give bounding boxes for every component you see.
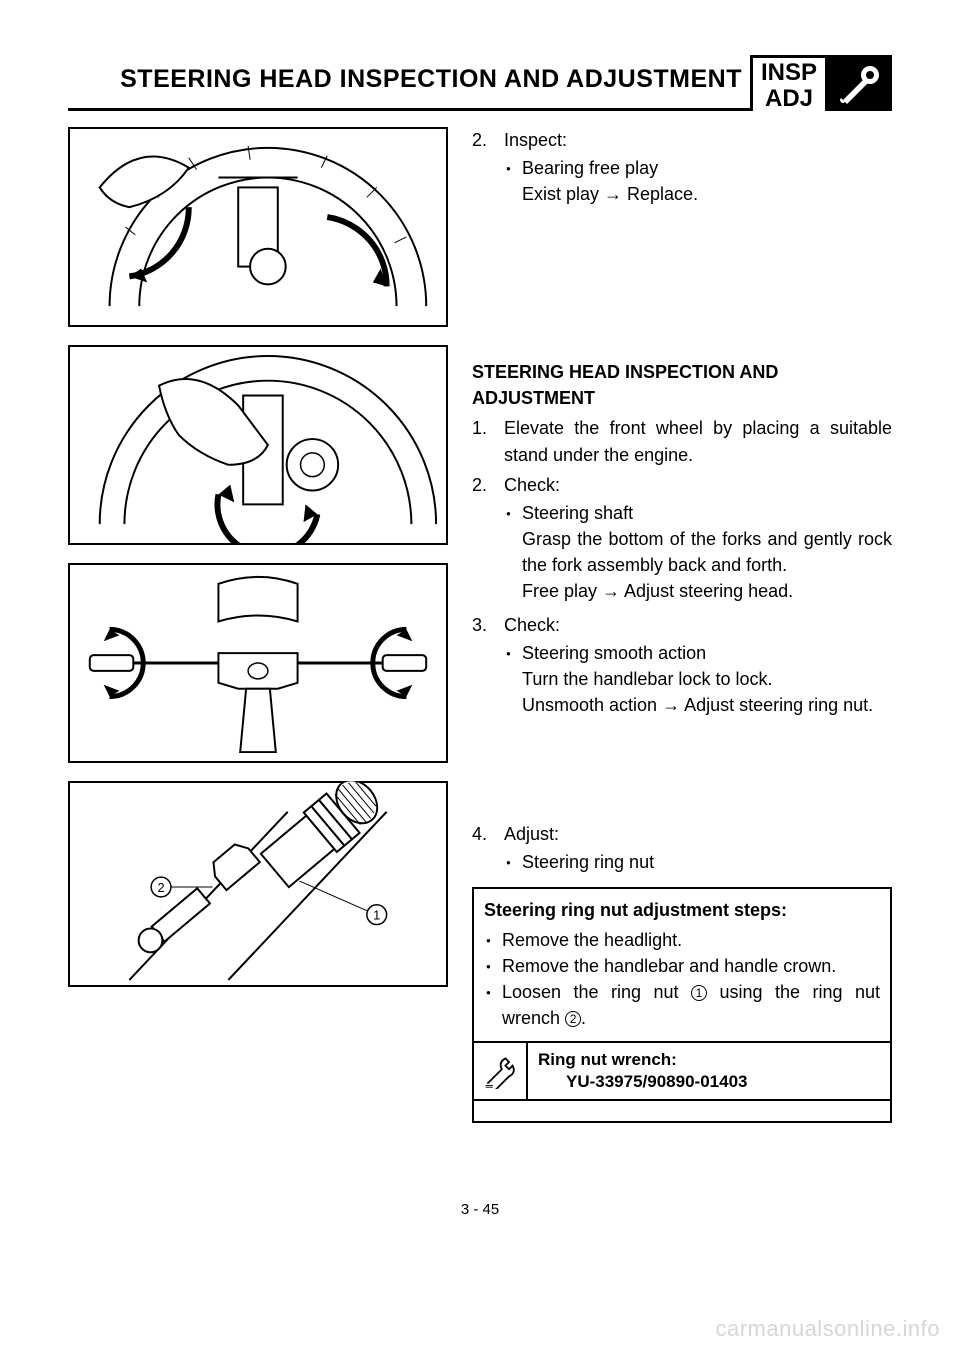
bullet-text: Steering ring nut <box>522 852 654 872</box>
tool-icon <box>828 55 892 111</box>
bullet-sub: Grasp the bottom of the forks and gently… <box>522 526 892 578</box>
box-bottom-spacer <box>474 1099 890 1121</box>
section-adjust: 4. Adjust: Steering ring nut Steering ri… <box>472 821 892 1124</box>
callout-2: 2 <box>157 880 164 895</box>
section-heading: STEERING HEAD INSPECTION AND ADJUSTMENT <box>472 359 892 411</box>
bullet-sub: Unsmooth action → Adjust steering ring n… <box>522 692 892 718</box>
bullet-item: Steering ring nut <box>504 849 892 875</box>
bullet-sub: Exist play → Replace. <box>522 184 698 204</box>
box-step: Loosen the ring nut 1 using the ring nut… <box>484 979 880 1031</box>
figure-handlebar <box>68 563 448 763</box>
figure-ring-nut: 1 2 <box>68 781 448 987</box>
watermark: carmanualsonline.info <box>715 1316 940 1342</box>
step-label: Check: <box>504 615 560 635</box>
bullet-text: Steering shaft <box>522 503 633 523</box>
page-title: STEERING HEAD INSPECTION AND ADJUSTMENT <box>68 65 750 98</box>
figure-bearing-play <box>68 127 448 327</box>
adjustment-steps-box: Steering ring nut adjustment steps: Remo… <box>472 887 892 1124</box>
bullet-item: Steering shaft Grasp the bottom of the f… <box>504 500 892 604</box>
step-number: 2. <box>472 472 494 608</box>
box-step: Remove the handlebar and handle crown. <box>484 953 880 979</box>
bullet-sub: Free play → Adjust steering head. <box>522 578 892 604</box>
bullet-item: Bearing free play Exist play → Replace. <box>504 155 892 207</box>
page-number: 3 - 45 <box>68 1201 892 1218</box>
step-number: 1. <box>472 415 494 467</box>
figures-column: 1 2 <box>68 127 448 1151</box>
step-text: Elevate the front wheel by placing a sui… <box>504 415 892 467</box>
callout-ref-2: 2 <box>565 1011 581 1027</box>
step-label: Inspect: <box>504 130 567 150</box>
bullet-text: Bearing free play <box>522 158 658 178</box>
section-tag: INSP ADJ <box>750 55 828 110</box>
tool-spec-text: Ring nut wrench: YU-33975/90890-01403 <box>528 1043 890 1099</box>
tag-line-2: ADJ <box>761 86 817 111</box>
text-column: 2. Inspect: Bearing free play Exist play… <box>472 127 892 1151</box>
wrench-icon <box>474 1043 528 1099</box>
bullet-item: Steering smooth action Turn the handleba… <box>504 640 892 718</box>
tag-line-1: INSP <box>761 59 817 86</box>
section-inspect: 2. Inspect: Bearing free play Exist play… <box>472 127 892 211</box>
box-step: Remove the headlight. <box>484 927 880 953</box>
callout-1: 1 <box>373 908 380 923</box>
box-title: Steering ring nut adjustment steps: <box>484 897 880 923</box>
callout-ref-1: 1 <box>691 985 707 1001</box>
figure-steering-shaft <box>68 345 448 545</box>
tool-spec-box: Ring nut wrench: YU-33975/90890-01403 <box>474 1041 890 1099</box>
step-number: 2. <box>472 127 494 211</box>
section-steering-head: STEERING HEAD INSPECTION AND ADJUSTMENT … <box>472 359 892 722</box>
step-label: Adjust: <box>504 824 559 844</box>
step-number: 3. <box>472 612 494 722</box>
step-number: 4. <box>472 821 494 879</box>
step-label: Check: <box>504 475 560 495</box>
wrench-target-icon <box>837 60 883 106</box>
page-header: STEERING HEAD INSPECTION AND ADJUSTMENT … <box>68 55 892 111</box>
bullet-sub: Turn the handlebar lock to lock. <box>522 666 892 692</box>
bullet-text: Steering smooth action <box>522 643 706 663</box>
